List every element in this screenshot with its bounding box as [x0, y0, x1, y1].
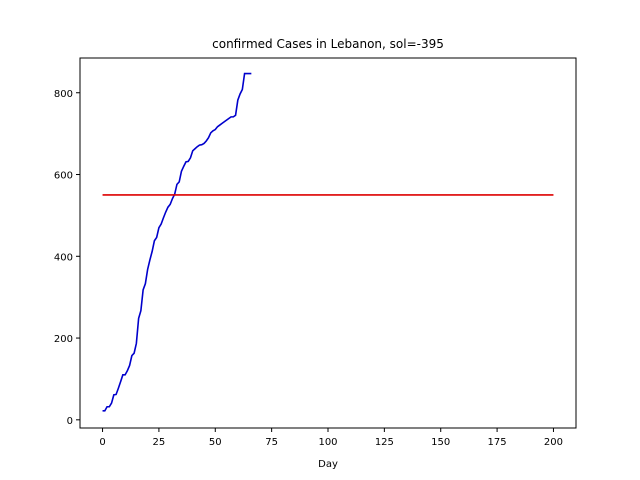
y-tick-label: 200 — [54, 334, 73, 345]
x-tick-label: 125 — [375, 437, 394, 448]
x-tick-label: 150 — [431, 437, 450, 448]
y-tick-label: 400 — [54, 252, 73, 263]
y-tick-label: 0 — [67, 416, 73, 427]
x-tick-label: 200 — [544, 437, 563, 448]
series-layer — [102, 72, 554, 412]
y-tick-label: 800 — [54, 89, 73, 100]
x-tick-label: 75 — [265, 437, 278, 448]
y-tick-label: 600 — [54, 171, 73, 182]
x-axis-label: Day — [318, 459, 338, 470]
x-tick-label: 25 — [153, 437, 166, 448]
chart-title: confirmed Cases in Lebanon, sol=-395 — [212, 37, 444, 51]
y-axis-ticks: 0 200 400 600 800 — [54, 89, 80, 427]
x-tick-label: 50 — [209, 437, 222, 448]
x-tick-label: 100 — [318, 437, 337, 448]
x-tick-label: 175 — [488, 437, 507, 448]
series-line-0 — [102, 72, 252, 412]
x-tick-label: 0 — [99, 437, 105, 448]
x-axis-ticks: 0 25 50 75 100 125 150 175 200 — [99, 428, 563, 448]
